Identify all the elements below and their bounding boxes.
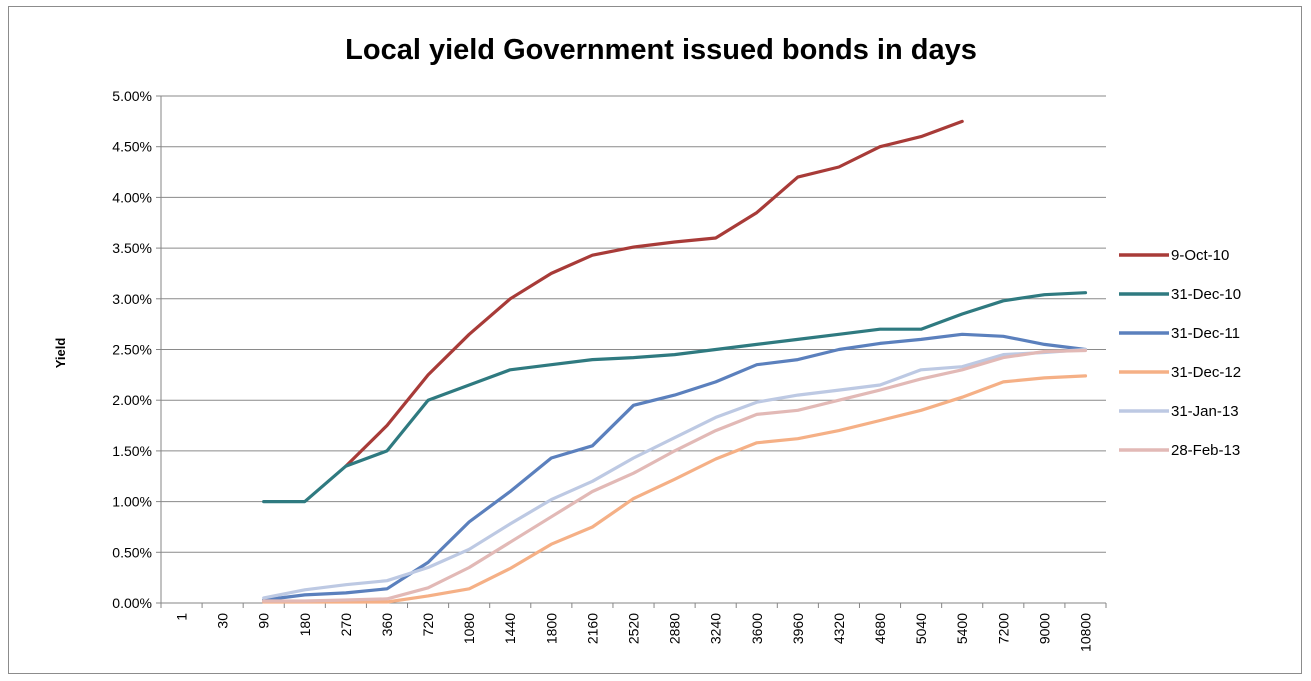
series-line-2 <box>262 291 1088 504</box>
y-tick-label: 0.50% <box>112 544 152 560</box>
y-axis-label: Yield <box>53 338 68 369</box>
x-tick-label: 90 <box>256 613 272 629</box>
x-tick-label: 5040 <box>913 613 929 644</box>
x-tick-label: 3600 <box>749 613 765 644</box>
x-tick-label: 3240 <box>708 613 724 644</box>
x-tick-label: 30 <box>215 613 231 629</box>
x-tick-label: 270 <box>338 613 354 637</box>
legend: 9-Oct-10 31-Dec-10 31-Dec-11 31-Dec-12 31-Ja… <box>1119 247 1241 459</box>
y-tick-label: 1.50% <box>112 443 152 459</box>
y-tick-label: 3.00% <box>112 291 152 307</box>
legend-label: 31-Dec-10 <box>1171 286 1241 303</box>
x-tick-label: 2520 <box>626 613 642 644</box>
yield-line-chart: Local yield Government issued bonds in d… <box>53 34 1241 652</box>
chart-title: Local yield Government issued bonds in d… <box>345 34 977 66</box>
x-tick-label: 9000 <box>1036 613 1052 644</box>
grid-lines <box>156 95 1106 604</box>
x-tick-label: 10800 <box>1077 613 1093 652</box>
x-tick-label: 7200 <box>995 613 1011 644</box>
legend-label: 31-Dec-11 <box>1171 325 1240 342</box>
x-tick-label: 5400 <box>954 613 970 644</box>
x-tick-label: 4680 <box>872 613 888 644</box>
series-line-4 <box>262 374 1088 604</box>
x-tick-label: 3960 <box>790 613 806 644</box>
y-tick-label: 2.50% <box>112 342 152 358</box>
y-axis-ticks: 0.00% 0.50% 1.00% 1.50% 2.00% 2.50% 3.00% 3.50%… <box>112 88 152 611</box>
y-tick-label: 4.00% <box>112 189 152 205</box>
x-tick-label: 180 <box>297 613 313 637</box>
y-tick-label: 0.00% <box>112 595 152 611</box>
x-tick-label: 2160 <box>584 613 600 644</box>
series-line-3 <box>262 332 1088 602</box>
legend-label: 31-Dec-12 <box>1171 364 1241 381</box>
legend-label: 28-Feb-13 <box>1171 442 1240 459</box>
series-line-1 <box>344 119 964 468</box>
y-tick-label: 1.00% <box>112 494 152 510</box>
series-line-6 <box>262 348 1088 603</box>
x-axis-ticks: 1 30 90 180 270 360 720 1080 1440 1800 2160 2520 288… <box>160 603 1107 652</box>
y-tick-label: 2.00% <box>112 392 152 408</box>
series-lines <box>262 119 1088 604</box>
x-tick-label: 1 <box>174 613 190 621</box>
y-tick-label: 4.50% <box>112 139 152 155</box>
x-tick-label: 1080 <box>461 613 477 644</box>
y-tick-label: 3.50% <box>112 240 152 256</box>
x-tick-label: 1800 <box>543 613 559 644</box>
x-tick-label: 1440 <box>502 613 518 644</box>
x-tick-label: 360 <box>379 613 395 637</box>
x-tick-label: 720 <box>420 613 436 637</box>
series-line-5 <box>262 347 1088 600</box>
legend-label: 31-Jan-13 <box>1171 403 1239 420</box>
x-tick-label: 4320 <box>831 613 847 644</box>
y-tick-label: 5.00% <box>112 88 152 104</box>
x-tick-label: 2880 <box>667 613 683 644</box>
chart-frame: Local yield Government issued bonds in d… <box>8 6 1302 674</box>
legend-label: 9-Oct-10 <box>1171 247 1229 264</box>
